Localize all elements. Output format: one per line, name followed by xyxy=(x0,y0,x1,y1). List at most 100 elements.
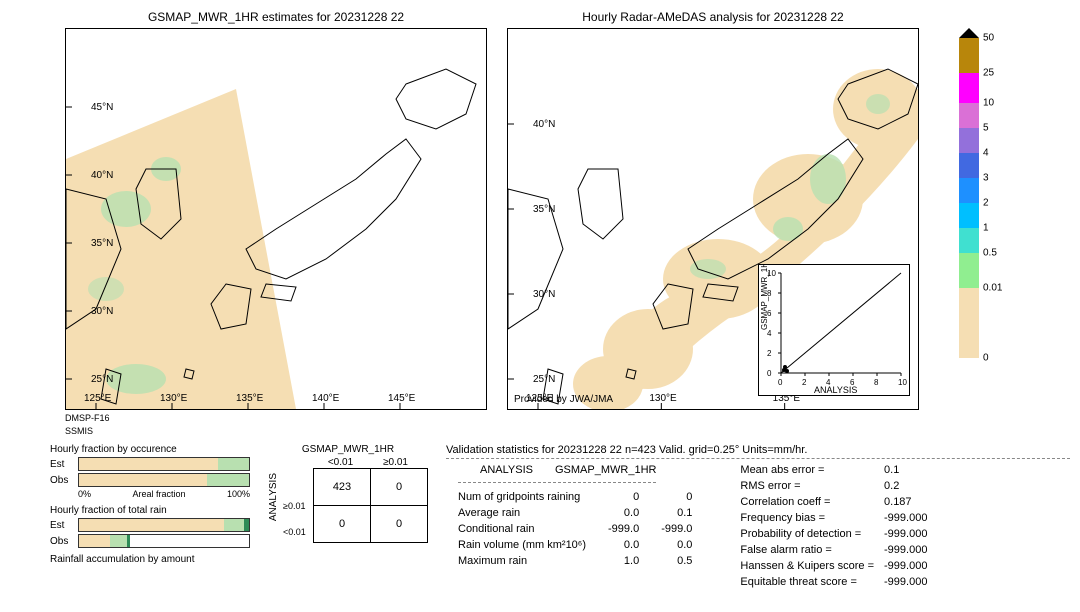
stats-right-label: Frequency bias = xyxy=(736,511,878,525)
stats-right-val: -999.000 xyxy=(880,575,931,589)
contingency-table: 423 0 0 0 xyxy=(313,468,428,543)
svg-text:140°E: 140°E xyxy=(312,393,340,404)
stats-row-label: Conditional rain xyxy=(448,522,596,536)
svg-text:135°E: 135°E xyxy=(236,393,264,404)
colorbar-seg xyxy=(959,178,979,203)
colorbar-tick: 25 xyxy=(983,68,994,79)
svg-text:25°N: 25°N xyxy=(91,374,113,385)
cont-cell-11: 0 xyxy=(371,506,428,543)
svg-text:2: 2 xyxy=(802,378,807,387)
bar-fill-green xyxy=(218,458,249,470)
stats-right-label: Mean abs error = xyxy=(736,463,878,477)
contingency-block: GSMAP_MWR_1HR ANALYSIS <0.01 ≥0.01 ≥0.01… xyxy=(268,444,428,537)
bar-row: Obs xyxy=(50,473,250,487)
colorbar-tick: 2 xyxy=(983,198,989,209)
stats-row-b: 0.5 xyxy=(651,554,702,568)
sensor-label-1: SSMIS xyxy=(65,426,487,436)
svg-text:30°N: 30°N xyxy=(533,289,555,300)
bar-label: Est xyxy=(50,459,78,470)
stats-row-a: 1.0 xyxy=(598,554,649,568)
left-map-panel: GSMAP_MWR_1HR estimates for 20231228 22 … xyxy=(65,10,487,436)
colorbar-tick: 5 xyxy=(983,123,989,134)
svg-text:130°E: 130°E xyxy=(160,393,188,404)
provider-label: Provided by JWA/JMA xyxy=(514,394,613,405)
stats-right-label: Correlation coeff = xyxy=(736,495,878,509)
cont-col-0: <0.01 xyxy=(313,457,368,468)
svg-text:ANALYSIS: ANALYSIS xyxy=(814,385,857,395)
svg-text:35°N: 35°N xyxy=(91,238,113,249)
stats-row-label: Rain volume (mm km²10⁶) xyxy=(448,538,596,552)
bars-title-3: Rainfall accumulation by amount xyxy=(50,554,250,565)
cont-cell-10: 0 xyxy=(314,506,371,543)
svg-text:2: 2 xyxy=(767,349,772,358)
stats-dash-1 xyxy=(446,458,1070,459)
stats-row-label: Average rain xyxy=(448,506,596,520)
svg-text:125°E: 125°E xyxy=(84,393,112,404)
stats-right-val: -999.000 xyxy=(880,527,931,541)
stats-right-label: Hanssen & Kuipers score = xyxy=(736,559,878,573)
stats-colh-0: ANALYSIS xyxy=(470,463,543,477)
colorbar-seg xyxy=(959,73,979,103)
stats-right-val: 0.187 xyxy=(880,495,931,509)
colorbar-tick: 10 xyxy=(983,98,994,109)
bar-scale-1-mid: Areal fraction xyxy=(132,489,185,499)
stats-colh-1: GSMAP_MWR_1HR xyxy=(545,463,666,477)
stats-block: Validation statistics for 20231228 22 n=… xyxy=(446,444,1070,591)
right-map-panel: Hourly Radar-AMeDAS analysis for 2023122… xyxy=(507,10,919,410)
svg-text:145°E: 145°E xyxy=(388,393,416,404)
stats-row-b: 0.1 xyxy=(651,506,702,520)
stats-right-label: Equitable threat score = xyxy=(736,575,878,589)
colorbar-tick: 0.01 xyxy=(983,283,1002,294)
stats-row-label: Maximum rain xyxy=(448,554,596,568)
colorbar-seg xyxy=(959,38,979,73)
colorbar-tick: 4 xyxy=(983,148,989,159)
svg-text:8: 8 xyxy=(874,378,879,387)
colorbar-seg xyxy=(959,288,979,358)
right-map: 25°N30°N35°N40°N125°E130°E135°E 00224466… xyxy=(507,28,919,410)
bar-row: Est xyxy=(50,518,250,532)
bars-block: Hourly fraction by occurence Est Obs 0% … xyxy=(50,444,250,567)
svg-text:40°N: 40°N xyxy=(91,170,113,181)
bar-outer xyxy=(78,518,250,532)
colorbar-seg xyxy=(959,128,979,153)
colorbar-tick: 50 xyxy=(983,33,994,44)
bar-outer xyxy=(78,457,250,471)
svg-text:40°N: 40°N xyxy=(533,119,555,130)
stats-header: Validation statistics for 20231228 22 n=… xyxy=(446,444,1070,456)
colorbar-seg xyxy=(959,358,979,376)
stats-right-label: False alarm ratio = xyxy=(736,543,878,557)
bars-title-1: Hourly fraction by occurence xyxy=(50,444,250,455)
bar-outer xyxy=(78,534,250,548)
colorbar: 502510543210.50.010 xyxy=(959,28,979,376)
bar-fill-dark xyxy=(244,519,249,531)
cont-row-0: ≥0.01 xyxy=(283,501,313,511)
stats-row-b: 0 xyxy=(651,490,702,504)
bar-label: Obs xyxy=(50,475,78,486)
contingency-title: GSMAP_MWR_1HR xyxy=(268,444,428,455)
svg-text:0: 0 xyxy=(767,369,772,378)
contingency-row-axis: ANALYSIS xyxy=(268,473,279,521)
colorbar-seg xyxy=(959,203,979,228)
colorbar-seg xyxy=(959,103,979,128)
bottom-row: Hourly fraction by occurence Est Obs 0% … xyxy=(10,444,1070,591)
bar-scale-1-left: 0% xyxy=(78,489,91,499)
stats-right-rows: Mean abs error = 0.1RMS error = 0.2Corre… xyxy=(734,461,933,591)
bar-scale-1-right: 100% xyxy=(227,489,250,499)
stats-row-label: Num of gridpoints raining xyxy=(448,490,596,504)
colorbar-tick: 3 xyxy=(983,173,989,184)
stats-right-val: -999.000 xyxy=(880,559,931,573)
top-row: GSMAP_MWR_1HR estimates for 20231228 22 … xyxy=(10,10,1070,436)
stats-row-a: -999.0 xyxy=(598,522,649,536)
colorbar-seg xyxy=(959,253,979,288)
scatter-svg: 00224466881010ANALYSISGSMAP_MWR_1HR xyxy=(759,265,909,395)
stats-row-a: 0.0 xyxy=(598,506,649,520)
cont-cell-00: 423 xyxy=(314,469,371,506)
cont-cell-01: 0 xyxy=(371,469,428,506)
left-map-title: GSMAP_MWR_1HR estimates for 20231228 22 xyxy=(65,10,487,24)
stats-right-val: 0.2 xyxy=(880,479,931,493)
svg-text:25°N: 25°N xyxy=(533,374,555,385)
svg-text:10: 10 xyxy=(898,378,907,387)
bar-fill-green xyxy=(207,474,250,486)
bar-label: Est xyxy=(50,520,78,531)
stats-left-rows: Num of gridpoints raining 0 0Average rai… xyxy=(446,488,704,570)
